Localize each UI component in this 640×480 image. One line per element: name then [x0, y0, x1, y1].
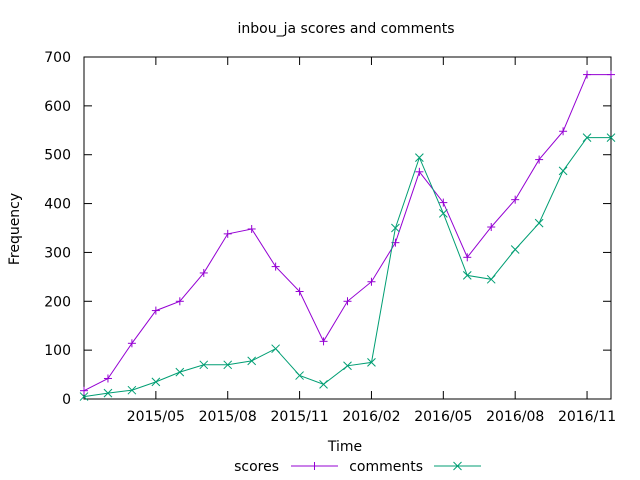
data-point-comments — [247, 356, 257, 366]
data-point-comments — [343, 361, 352, 371]
x-tick-label: 2016/11 — [558, 409, 616, 425]
data-point-comments — [486, 274, 496, 284]
y-tick-label: 300 — [44, 245, 71, 261]
data-point-comments — [79, 392, 89, 401]
data-point-comments — [127, 385, 137, 395]
y-axis: 0 100 200 300 400 500 600 700 — [44, 50, 611, 408]
x-tick-label: 2016/05 — [414, 409, 472, 425]
data-point-comments — [510, 245, 520, 254]
data-point-scores — [271, 262, 280, 271]
data-point-scores — [247, 224, 256, 233]
data-point-comments — [295, 371, 304, 380]
y-axis-label: Frequency — [7, 193, 23, 265]
data-point-comments — [462, 271, 472, 280]
data-point-scores — [199, 268, 208, 277]
x-tick-label: 2016/08 — [486, 409, 544, 425]
data-point-scores — [127, 339, 136, 348]
data-point-scores — [151, 306, 160, 315]
legend-marker-comments — [453, 461, 462, 471]
data-point-scores — [175, 297, 184, 306]
data-point-comments — [103, 388, 113, 398]
data-point-scores — [415, 167, 424, 176]
data-point-scores — [343, 297, 352, 306]
data-point-comments — [271, 344, 280, 354]
data-point-comments — [175, 367, 185, 377]
x-tick-label: 2015/08 — [199, 409, 257, 425]
legend: scores comments — [234, 459, 481, 475]
y-tick-label: 700 — [44, 50, 71, 66]
data-point-scores — [295, 287, 304, 296]
series-line-scores — [83, 74, 611, 392]
legend-label-comments: comments — [349, 459, 423, 475]
data-point-comments — [199, 360, 209, 370]
series-line-comments — [83, 137, 611, 398]
y-tick-label: 500 — [44, 148, 71, 164]
data-point-scores — [487, 223, 496, 232]
data-point-comments — [319, 379, 328, 389]
data-point-comments — [558, 166, 568, 176]
data-point-comments — [391, 223, 400, 233]
x-axis-label: Time — [327, 439, 362, 455]
chart-title: inbou_ja scores and comments — [238, 21, 455, 37]
data-point-scores — [80, 386, 88, 395]
data-point-scores — [583, 70, 592, 79]
series-group — [79, 70, 616, 401]
data-point-comments — [606, 133, 616, 142]
data-point-comments — [534, 218, 544, 228]
x-tick-label: 2015/11 — [271, 409, 329, 425]
data-point-scores — [463, 253, 472, 262]
y-tick-label: 100 — [44, 343, 71, 359]
y-tick-label: 0 — [62, 392, 71, 408]
data-point-comments — [367, 358, 376, 367]
data-point-scores — [559, 127, 568, 136]
legend-label-scores: scores — [234, 459, 279, 475]
x-axis: 2015/05 2015/08 2015/11 2016/02 2016/05 2016/… — [127, 57, 616, 425]
x-tick-label: 2015/05 — [127, 409, 185, 425]
data-point-scores — [223, 229, 232, 238]
data-point-scores — [367, 277, 376, 286]
data-point-scores — [511, 195, 520, 204]
data-point-comments — [223, 360, 233, 370]
data-point-comments — [415, 153, 424, 162]
legend-marker-scores — [310, 462, 319, 470]
data-point-comments — [151, 377, 161, 387]
data-point-scores — [535, 155, 544, 164]
x-tick-label: 2016/02 — [342, 409, 400, 425]
data-point-scores — [439, 198, 448, 207]
y-tick-label: 600 — [44, 99, 71, 115]
y-tick-label: 400 — [44, 197, 71, 213]
data-point-scores — [103, 374, 112, 383]
data-point-scores — [319, 337, 328, 346]
data-point-comments — [438, 208, 448, 218]
plot-frame — [83, 56, 612, 400]
y-tick-label: 200 — [44, 294, 71, 310]
data-point-comments — [582, 133, 592, 142]
data-point-scores — [607, 70, 615, 79]
